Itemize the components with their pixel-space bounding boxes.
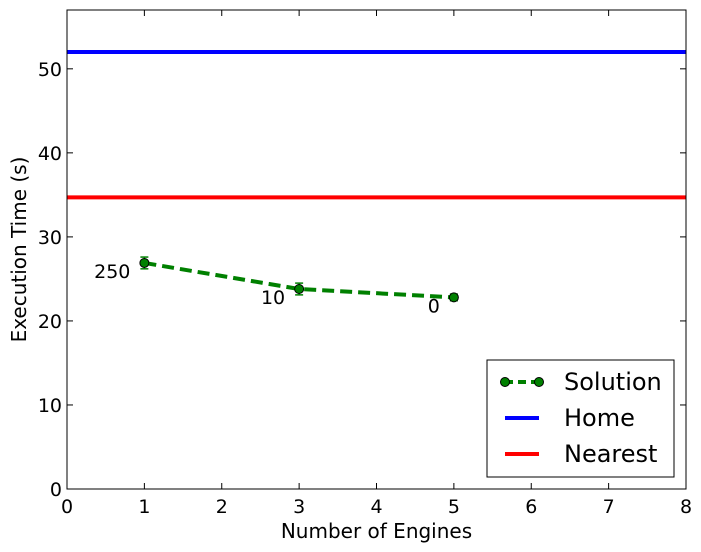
- legend-label-home: Home: [564, 404, 635, 432]
- y-tick-label: 20: [38, 311, 62, 333]
- legend-items: Solution Home Nearest: [500, 368, 662, 468]
- y-tick-label: 40: [38, 143, 62, 165]
- data-point: [139, 257, 150, 268]
- x-tick-label: 1: [138, 496, 150, 518]
- y-tick-label: 10: [38, 395, 62, 417]
- plot-frame: [66, 9, 687, 490]
- legend: Solution Home Nearest: [486, 359, 675, 478]
- x-tick-label: 6: [525, 496, 537, 518]
- legend-marker: [534, 377, 544, 387]
- point-label: 10: [261, 287, 285, 309]
- legend-label-nearest: Nearest: [564, 440, 657, 468]
- y-tick-label: 30: [38, 227, 62, 249]
- point-label: 250: [94, 261, 130, 283]
- x-axis-title: Number of Engines: [281, 519, 472, 543]
- point-label: 0: [428, 295, 440, 317]
- x-tick-label: 8: [680, 496, 692, 518]
- y-tick-label: 0: [50, 479, 62, 501]
- ticks-layer: 0 1 2 3 4 5 6 7 8 0 10 20 30 40 50: [38, 10, 692, 518]
- y-axis-title: Execution Time (s): [7, 157, 31, 343]
- data-point: [448, 292, 459, 303]
- series-line-solution: [144, 260, 454, 300]
- points-layer: 250 10 0: [94, 256, 459, 317]
- x-tick-label: 7: [603, 496, 615, 518]
- legend-label-solution: Solution: [564, 368, 662, 396]
- y-tick-label: 50: [38, 59, 62, 81]
- x-tick-label: 4: [370, 496, 382, 518]
- x-tick-label: 5: [448, 496, 460, 518]
- lines-layer: [67, 50, 686, 300]
- x-tick-label: 0: [61, 496, 73, 518]
- data-point: [294, 283, 305, 294]
- x-tick-label: 3: [293, 496, 305, 518]
- x-tick-label: 2: [216, 496, 228, 518]
- legend-marker: [500, 377, 510, 387]
